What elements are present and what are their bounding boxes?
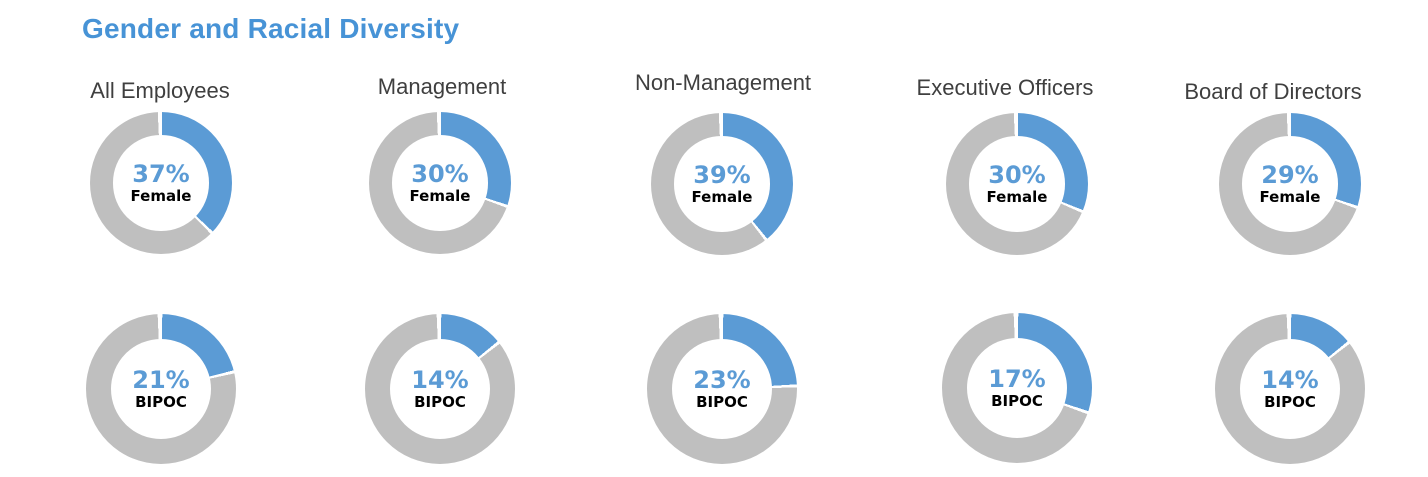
donut-hole: 17% BIPOC	[966, 337, 1068, 439]
donut-percent-value: 21%	[132, 365, 190, 394]
donut-percent-value: 23%	[693, 365, 751, 394]
column-header-management: Management	[377, 74, 507, 99]
donut-metric-label: Female	[409, 187, 471, 206]
donut-percent-value: 37%	[132, 159, 190, 188]
donut-hole: 30% Female	[969, 136, 1065, 232]
donut-percent-value: 29%	[1261, 160, 1319, 189]
donut-hole: 37% Female	[113, 135, 209, 231]
donut-metric-label: Female	[130, 187, 192, 206]
donut-metric-label: BIPOC	[991, 392, 1043, 411]
donut-percent-value: 30%	[411, 159, 469, 188]
column-header-board-of-directors: Board of Directors	[1184, 79, 1362, 104]
column-header-executive-officers: Executive Officers	[916, 75, 1094, 100]
donut-metric-label: BIPOC	[135, 393, 187, 412]
donut-hole: 39% Female	[674, 136, 770, 232]
donut-non-management-bipoc: 23% BIPOC	[647, 314, 797, 464]
page-title: Gender and Racial Diversity	[82, 13, 460, 44]
donut-hole: 14% BIPOC	[1239, 338, 1341, 440]
donut-hole: 21% BIPOC	[110, 338, 212, 440]
donut-all-employees-female: 37% Female	[90, 112, 232, 254]
donut-management-female: 30% Female	[369, 112, 511, 254]
donut-board-of-directors-bipoc: 14% BIPOC	[1215, 314, 1365, 464]
donut-metric-label: Female	[1259, 188, 1321, 207]
donut-executive-officers-female: 30% Female	[946, 113, 1088, 255]
donut-percent-value: 14%	[1261, 365, 1319, 394]
donut-management-bipoc: 14% BIPOC	[365, 314, 515, 464]
donut-hole: 14% BIPOC	[389, 338, 491, 440]
donut-metric-label: BIPOC	[1264, 393, 1316, 412]
donut-percent-value: 17%	[988, 364, 1046, 393]
donut-all-employees-bipoc: 21% BIPOC	[86, 314, 236, 464]
donut-percent-value: 39%	[693, 160, 751, 189]
donut-hole: 29% Female	[1242, 136, 1338, 232]
donut-metric-label: Female	[986, 188, 1048, 207]
donut-percent-value: 14%	[411, 365, 469, 394]
donut-metric-label: BIPOC	[696, 393, 748, 412]
donut-non-management-female: 39% Female	[651, 113, 793, 255]
donut-executive-officers-bipoc: 17% BIPOC	[942, 313, 1092, 463]
column-header-non-management: Non-Management	[634, 70, 812, 95]
column-header-all-employees: All Employees	[90, 78, 230, 103]
donut-metric-label: Female	[691, 188, 753, 207]
donut-hole: 30% Female	[392, 135, 488, 231]
donut-metric-label: BIPOC	[414, 393, 466, 412]
donut-percent-value: 30%	[988, 160, 1046, 189]
donut-hole: 23% BIPOC	[671, 338, 773, 440]
donut-board-of-directors-female: 29% Female	[1219, 113, 1361, 255]
